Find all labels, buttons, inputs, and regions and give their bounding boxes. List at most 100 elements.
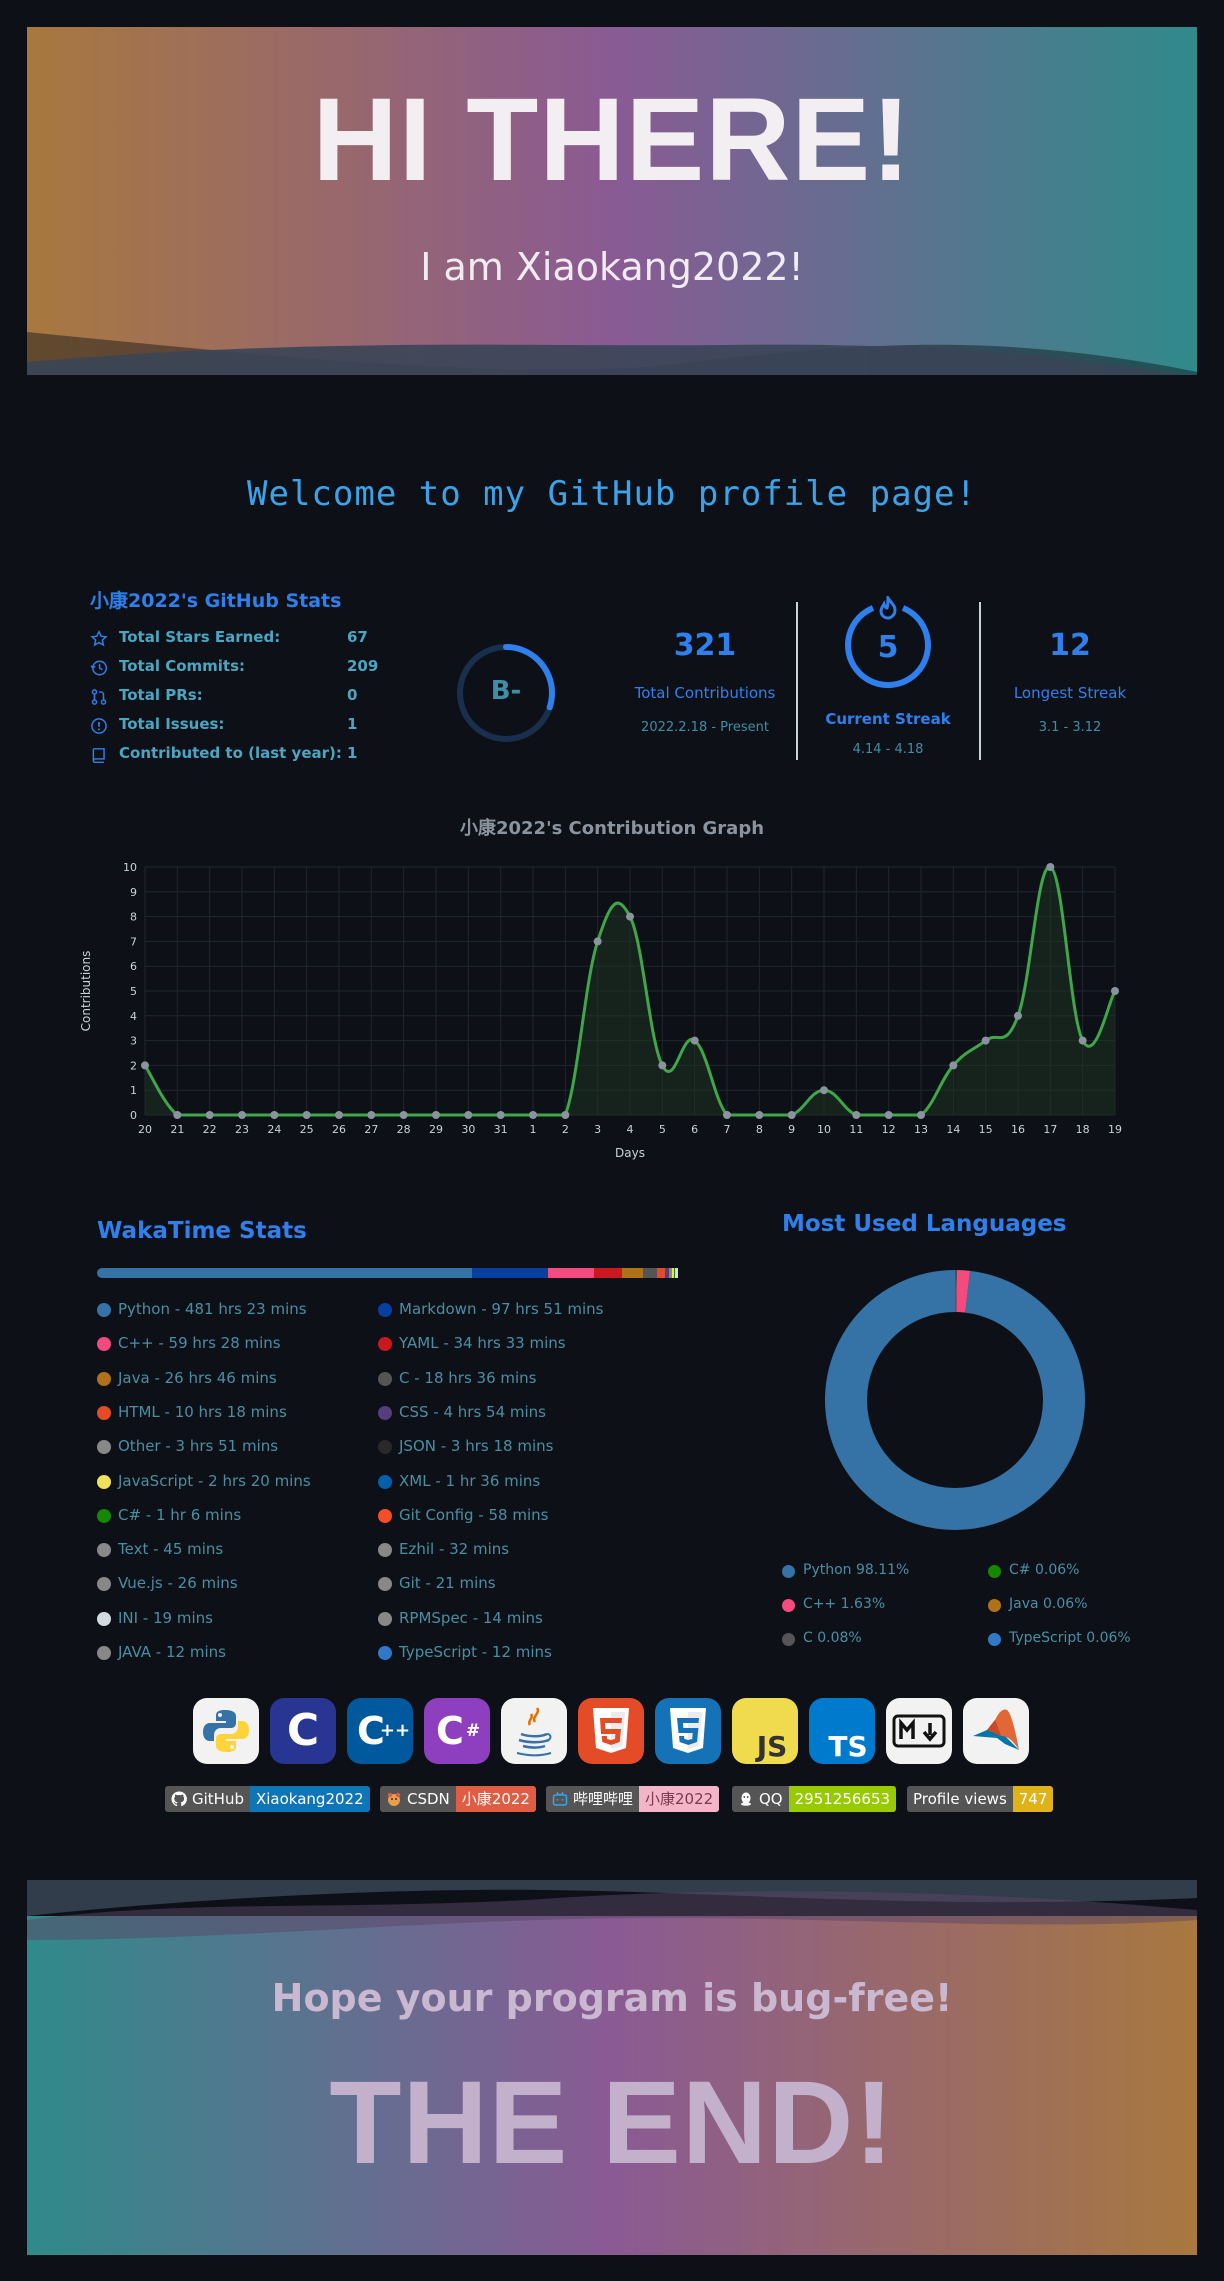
x-tick-label: 25 xyxy=(300,1123,314,1136)
data-point xyxy=(464,1111,473,1119)
data-point xyxy=(432,1111,440,1119)
wakatime-item-label: C# - 1 hr 6 mins xyxy=(118,1505,242,1524)
x-tick-label: 15 xyxy=(979,1123,993,1136)
wakatime-bar-segment xyxy=(673,1268,675,1278)
footer-title: THE END! xyxy=(329,2057,895,2189)
color-dot xyxy=(97,1405,111,1420)
cpp-icon: C ++ xyxy=(347,1698,413,1764)
github-stats-title: 小康2022's GitHub Stats xyxy=(90,590,342,612)
data-point xyxy=(173,1111,182,1119)
typescript-icon: TS xyxy=(809,1698,875,1764)
bilibili-badge[interactable]: 哔哩哔哩 小康2022 xyxy=(546,1786,720,1812)
java-icon xyxy=(501,1698,567,1764)
svg-text:TS: TS xyxy=(828,1730,867,1763)
data-point xyxy=(949,1061,958,1070)
stat-value: 0 xyxy=(347,686,358,704)
header-gradient-wave xyxy=(27,27,1197,377)
repo-icon xyxy=(92,748,105,764)
x-tick-label: 21 xyxy=(170,1123,184,1136)
color-dot xyxy=(782,1633,795,1646)
data-point xyxy=(529,1111,537,1119)
wakatime-item-label: C - 18 hrs 36 mins xyxy=(399,1368,537,1387)
longest-streak-value: 12 xyxy=(1049,628,1091,663)
html5-icon xyxy=(578,1698,644,1764)
y-tick-label: 0 xyxy=(130,1109,137,1122)
color-dot xyxy=(378,1611,392,1626)
x-tick-label: 26 xyxy=(332,1123,346,1136)
wakatime-item-label: XML - 1 hr 36 mins xyxy=(399,1471,541,1490)
qq-icon xyxy=(741,1792,751,1806)
csdn-badge[interactable]: CSDN 小康2022 xyxy=(380,1786,536,1812)
profile-views-badge: Profile views 747 xyxy=(907,1786,1054,1812)
wakatime-item-label: Java - 26 hrs 46 mins xyxy=(118,1368,277,1387)
stat-row-contributed: Contributed to (last year): 1 xyxy=(90,744,390,768)
color-dot xyxy=(782,1599,795,1612)
bilibili-icon xyxy=(552,1792,568,1806)
data-point xyxy=(1078,1036,1087,1045)
footer-subtitle: Hope your program is bug-free! xyxy=(271,1976,953,2020)
wakatime-item-label: Git Config - 58 mins xyxy=(399,1505,549,1524)
qq-badge[interactable]: QQ 2951256653 xyxy=(732,1786,897,1812)
color-dot xyxy=(378,1371,392,1386)
wakatime-item-label: Git - 21 mins xyxy=(399,1574,496,1593)
data-point xyxy=(367,1111,376,1119)
data-point xyxy=(787,1111,796,1119)
most-used-languages-title: Most Used Languages xyxy=(782,1211,1067,1237)
badge-value: 2951256653 xyxy=(788,1786,897,1812)
data-point xyxy=(1014,1011,1022,1020)
color-dot xyxy=(378,1303,392,1317)
badge-label: CSDN xyxy=(407,1790,450,1808)
donut-slice xyxy=(825,1270,1085,1530)
header-title: HI THERE! xyxy=(312,74,912,206)
wakatime-item-label: Ezhil - 32 mins xyxy=(399,1540,510,1559)
x-tick-label: 13 xyxy=(914,1123,928,1136)
current-streak-ring xyxy=(845,596,931,689)
color-dot xyxy=(378,1337,392,1352)
badge-label: QQ xyxy=(759,1790,783,1808)
stat-label: Total Issues: xyxy=(119,715,225,733)
badge-value: Xiaokang2022 xyxy=(249,1786,370,1812)
issue-icon xyxy=(91,718,107,734)
color-dot xyxy=(97,1337,111,1352)
area-fill xyxy=(145,866,1115,1115)
wakatime-item-label: TypeScript - 12 mins xyxy=(399,1643,552,1661)
x-tick-label: 10 xyxy=(817,1123,831,1136)
x-tick-label: 11 xyxy=(849,1123,863,1136)
svg-text:++: ++ xyxy=(380,1720,410,1741)
wakatime-item-label: CSS - 4 hrs 54 mins xyxy=(399,1402,546,1421)
contribution-graph-title: 小康2022's Contribution Graph xyxy=(459,818,765,839)
stat-label: Total Commits: xyxy=(119,657,246,675)
python-icon xyxy=(193,1698,259,1764)
wakatime-bar-segment xyxy=(674,1268,678,1278)
welcome-heading: Welcome to my GitHub profile page! xyxy=(247,474,977,514)
data-point xyxy=(1111,987,1119,995)
stat-label: Total PRs: xyxy=(119,686,203,704)
total-contributions-value: 321 xyxy=(673,628,737,663)
javascript-icon: JS xyxy=(732,1698,798,1764)
badge-label: GitHub xyxy=(192,1790,244,1808)
color-dot xyxy=(988,1565,1001,1578)
data-point xyxy=(658,1061,667,1070)
x-tick-label: 12 xyxy=(882,1123,896,1136)
data-point xyxy=(302,1111,311,1119)
svg-text:#: # xyxy=(466,1721,480,1741)
github-badge[interactable]: GitHub Xiaokang2022 xyxy=(165,1786,370,1812)
data-point xyxy=(561,1111,570,1119)
csdn-icon xyxy=(387,1792,401,1806)
language-legend-label: C++ 1.63% xyxy=(803,1596,886,1612)
longest-streak-range: 3.1 - 3.12 xyxy=(1038,720,1102,735)
markdown-icon xyxy=(886,1698,952,1764)
y-tick-label: 9 xyxy=(130,886,137,899)
svg-text:C: C xyxy=(357,1709,385,1753)
data-point xyxy=(690,1036,699,1045)
data-point xyxy=(820,1086,828,1095)
wakatime-bar-segment xyxy=(668,1268,672,1278)
language-legend-label: Python 98.11% xyxy=(803,1562,910,1578)
x-tick-label: 8 xyxy=(756,1123,763,1136)
x-tick-label: 23 xyxy=(235,1123,249,1136)
color-dot xyxy=(97,1646,111,1660)
wakatime-bar-segment xyxy=(548,1268,595,1278)
color-dot xyxy=(378,1577,392,1592)
csharp-icon: C # xyxy=(424,1698,490,1764)
